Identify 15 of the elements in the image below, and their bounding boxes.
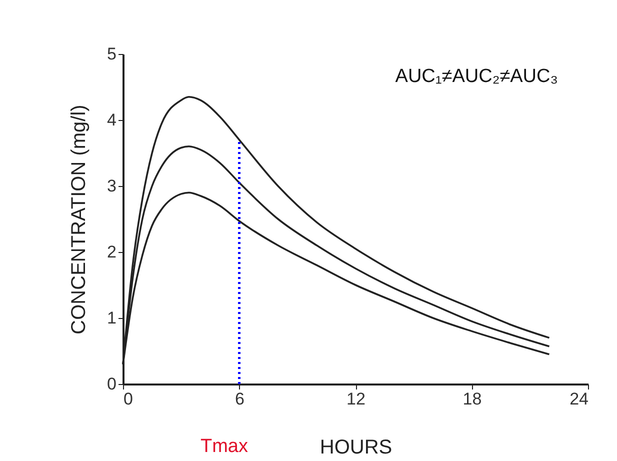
x-tick-label: 6 — [235, 390, 244, 408]
x-tick-label: 24 — [570, 390, 588, 408]
y-tick-label: 4 — [107, 110, 116, 130]
x-tick-label: 0 — [124, 390, 133, 408]
annotation: AUC₁≠AUC₂≠AUC₃ — [395, 66, 558, 87]
y-tick-label: 3 — [107, 176, 116, 196]
y-tick-label: 1 — [107, 308, 116, 328]
y-tick-label: 2 — [107, 242, 116, 262]
x-axis-title: HOURS — [320, 436, 392, 458]
x-tick-label: 12 — [346, 390, 366, 408]
y-tick-label: 5 — [107, 44, 116, 64]
y-tick-label: 0 — [107, 374, 116, 394]
y-axis-title: CONCENTRATION (mg/l) — [68, 104, 90, 334]
ref-line-label: Tmax — [200, 436, 248, 457]
x-tick-label: 18 — [462, 390, 482, 408]
